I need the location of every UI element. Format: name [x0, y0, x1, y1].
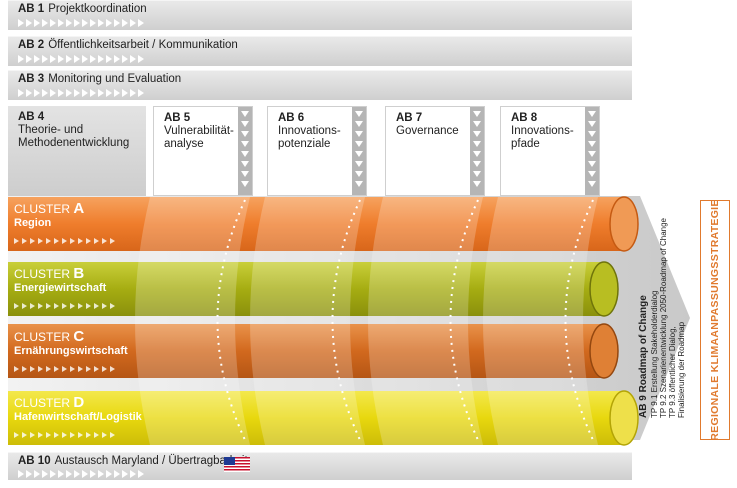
cluster-a-cap: [609, 196, 639, 252]
cluster-b-bar: [8, 262, 602, 316]
band-ab3-label: AB 3 Monitoring und Evaluation: [18, 73, 182, 85]
column-ab6: AB 6 Innovations-potenziale: [267, 106, 367, 196]
column-ab6-label: AB 6 Innovations-potenziale: [278, 112, 341, 150]
roadmap-title: AB 9 Roadmap of Change: [638, 295, 649, 418]
us-flag-icon: [224, 457, 250, 472]
cluster-b-cap: [589, 261, 619, 317]
roadmap-line-2: TP 9.2 Szenarienentwicklung 2050-Roadmap…: [659, 218, 668, 418]
column-ab4-label: AB 4 Theorie- und Methodenentwicklung: [18, 111, 130, 149]
roadmap-block: AB 9 Roadmap of Change TP 9.1 Erstellung…: [638, 218, 686, 418]
band-ab1-label: AB 1 Projektkoordination: [18, 3, 147, 15]
roadmap-line-1: TP 9.1 Erstellung Stakeholderdialog: [650, 290, 659, 418]
column-highlights: [135, 197, 598, 445]
cluster-b-label: CLUSTER B Energiewirtschaft: [14, 265, 107, 294]
column-ab7-label: AB 7 Governance: [396, 112, 459, 137]
column-ab4: AB 4 Theorie- und Methodenentwicklung: [8, 106, 146, 196]
funnel-arrow: [8, 196, 690, 440]
column-ab5: AB 5 Vulnerabilität-analyse: [153, 106, 253, 196]
cluster-d-label: CLUSTER D Hafenwirtschaft/Logistik: [14, 394, 142, 423]
band-ab10-arrows: [18, 470, 144, 479]
band-ab1: AB 1 Projektkoordination: [8, 0, 632, 30]
strategy-label: REGIONALE KLIMAANPASSUNGSSTRATEGIE: [709, 199, 721, 441]
column-ab5-label: AB 5 Vulnerabilität-analyse: [164, 112, 234, 150]
roadmap-line-3: TP 9.3 öffentlicher Dialog,: [668, 326, 677, 418]
band-ab3-arrows: [18, 89, 144, 98]
band-ab2-label: AB 2 Öffentlichkeitsarbeit / Kommunikatio…: [18, 39, 238, 51]
band-ab10: AB 10 Austausch Maryland / Übertragbarkei…: [8, 452, 632, 480]
column-ab7-arrows: [470, 107, 484, 195]
column-ab8: AB 8 Innovations-pfade: [500, 106, 600, 196]
column-ab7: AB 7 Governance: [385, 106, 485, 196]
column-ab5-arrows: [238, 107, 252, 195]
column-ab8-label: AB 8 Innovations-pfade: [511, 112, 574, 150]
column-ab6-arrows: [352, 107, 366, 195]
cluster-d-cap: [609, 390, 639, 446]
strategy-box: REGIONALE KLIMAANPASSUNGSSTRATEGIE: [700, 199, 730, 441]
roadmap-line-4: Finalisierung der Roadmap: [677, 321, 686, 418]
row-chevrons: [14, 238, 115, 438]
band-ab1-arrows: [18, 19, 144, 28]
cluster-a-label: CLUSTER A Region: [14, 200, 85, 229]
column-ab8-arrows: [585, 107, 599, 195]
band-ab10-label: AB 10 Austausch Maryland / Übertragbarkei…: [18, 455, 248, 467]
band-ab3: AB 3 Monitoring und Evaluation: [8, 70, 632, 100]
cluster-c-label: CLUSTER C Ernährungswirtschaft: [14, 328, 128, 357]
cluster-c-cap: [589, 323, 619, 379]
band-ab2-arrows: [18, 55, 144, 64]
band-ab2: AB 2 Öffentlichkeitsarbeit / Kommunikatio…: [8, 36, 632, 66]
